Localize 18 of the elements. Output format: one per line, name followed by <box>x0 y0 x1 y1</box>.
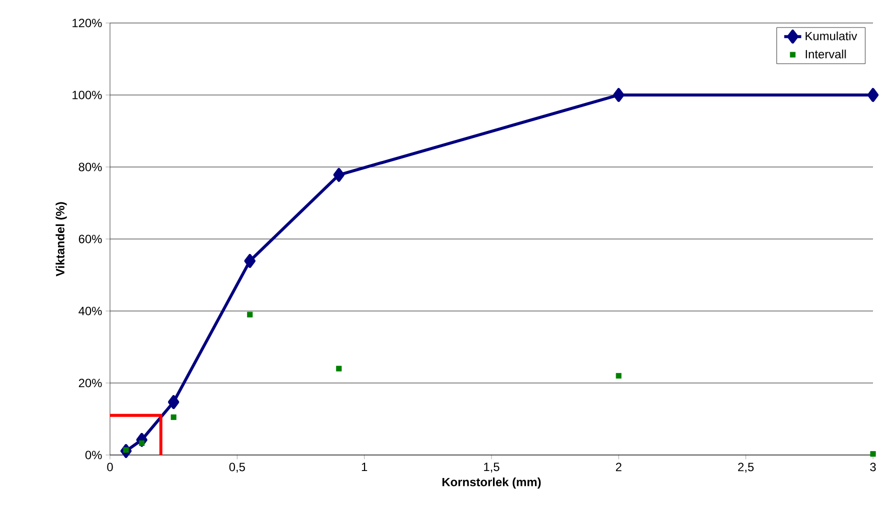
y-axis-title: Viktandel (%) <box>56 202 67 276</box>
legend-label: Kumulativ <box>806 32 858 40</box>
y-tick-label: 0% <box>85 450 102 460</box>
legend-label: Intervall <box>806 50 846 58</box>
y-tick-label: 80% <box>78 162 102 172</box>
x-tick-label: 3 <box>870 462 876 472</box>
y-tick-label: 120% <box>72 18 102 28</box>
x-tick-label: 0 <box>107 462 113 472</box>
x-tick-label: 2,5 <box>738 462 754 473</box>
y-tick-label: 20% <box>78 378 102 388</box>
x-tick-label: 2 <box>616 462 622 472</box>
x-tick-label: 1 <box>362 462 368 471</box>
y-tick-label: 100% <box>72 90 102 100</box>
x-tick-label: 0,5 <box>229 462 245 473</box>
x-axis-title: Kornstorlek (mm) <box>442 478 541 489</box>
y-tick-label: 60% <box>78 234 102 244</box>
x-tick-label: 1,5 <box>484 462 500 473</box>
y-tick-label: 40% <box>78 306 102 316</box>
